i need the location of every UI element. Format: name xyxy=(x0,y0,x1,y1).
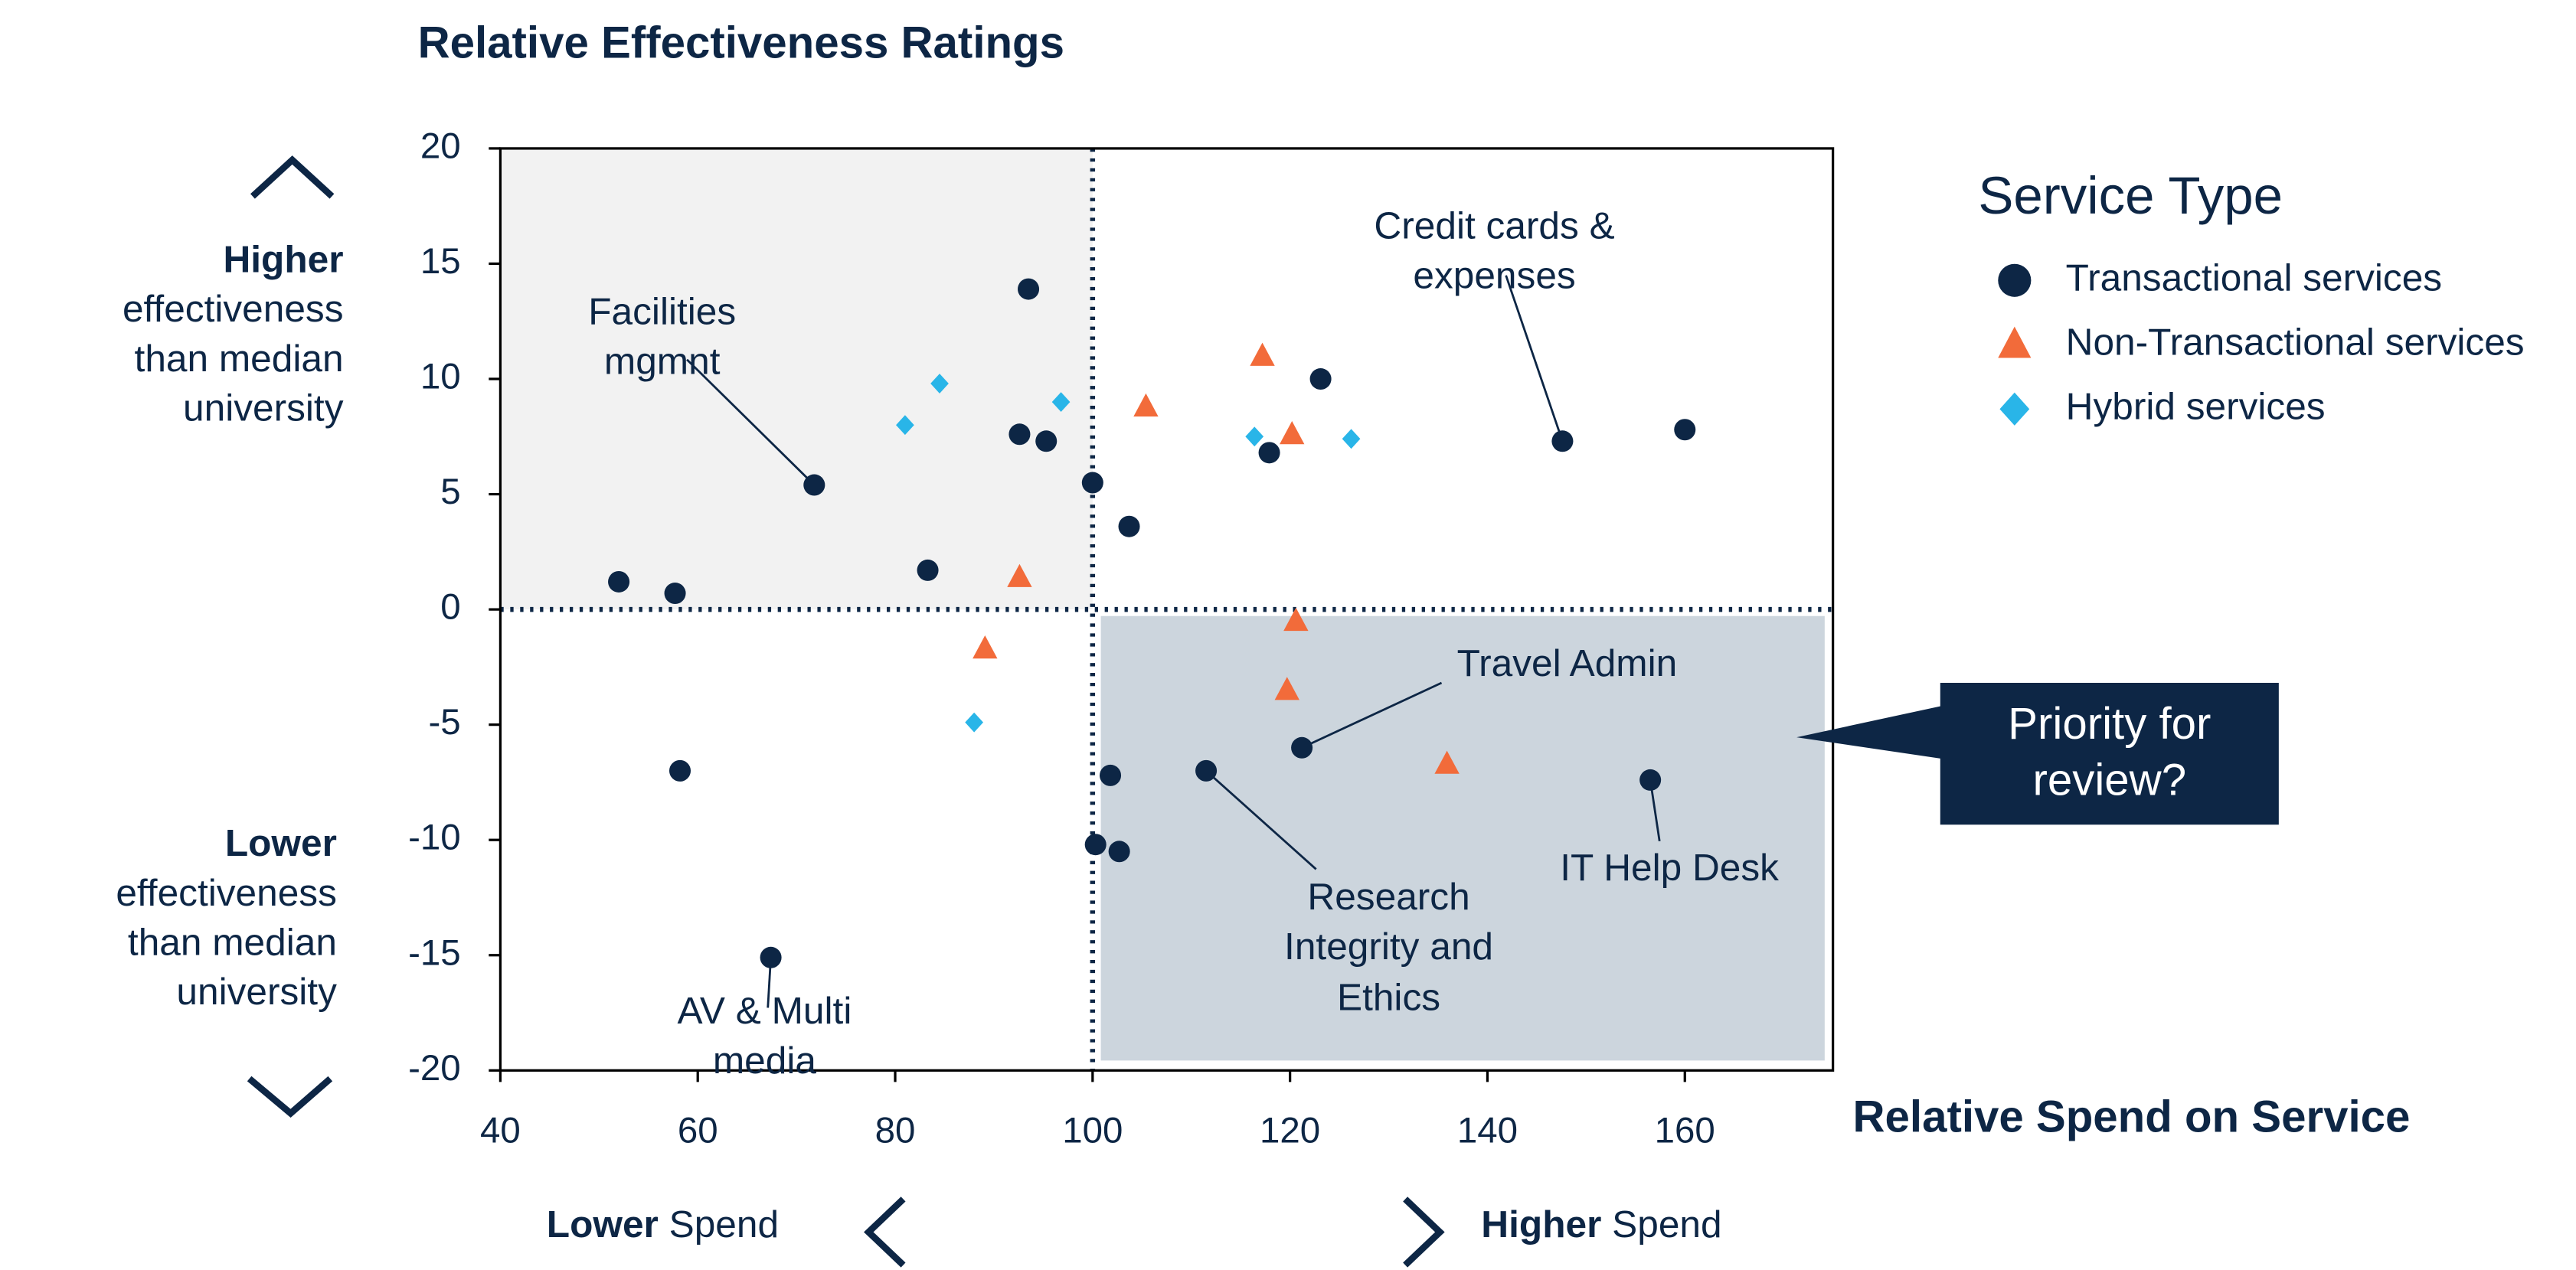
x-tick-label: 60 xyxy=(678,1111,718,1151)
left-chevron xyxy=(864,1197,906,1268)
point xyxy=(1551,430,1574,452)
x-tick-label: 160 xyxy=(1655,1111,1715,1151)
point xyxy=(917,559,939,581)
y-tick-label: 15 xyxy=(420,241,461,282)
y-tick-label: 0 xyxy=(440,587,460,628)
x-high-text: Spend xyxy=(1612,1202,1722,1246)
point xyxy=(1118,515,1140,537)
point xyxy=(1434,750,1460,774)
point xyxy=(973,635,998,659)
x-high-bold: Higher xyxy=(1481,1202,1602,1246)
annotation: Travel Admin xyxy=(1456,641,1678,684)
y-low-bold: Lower xyxy=(224,821,337,864)
legend-marker xyxy=(1998,326,2032,358)
point xyxy=(1108,841,1130,863)
chart-title: Relative Effectiveness Ratings xyxy=(418,18,1064,68)
point xyxy=(1674,419,1696,441)
point xyxy=(1280,421,1305,445)
y-tick-label: -5 xyxy=(428,702,460,743)
y-tick-label: 10 xyxy=(420,357,461,397)
point xyxy=(1309,368,1332,390)
point xyxy=(1258,442,1280,464)
y-tick-label: 5 xyxy=(440,472,460,512)
y-high-bold: Higher xyxy=(223,237,344,281)
point xyxy=(1100,764,1122,786)
x-high-label: Higher Spend xyxy=(1481,1201,1721,1250)
point xyxy=(1639,769,1662,791)
annotation: Credit cards & expenses xyxy=(1374,204,1615,297)
point xyxy=(1291,736,1313,759)
x-tick-label: 80 xyxy=(875,1111,916,1151)
point xyxy=(1008,423,1031,446)
leader-line xyxy=(1505,275,1564,442)
callout-text: Priority for review? xyxy=(2008,700,2212,805)
point xyxy=(1250,342,1275,366)
legend-label: Hybrid services xyxy=(2066,384,2326,427)
quadrant-upper-left xyxy=(500,148,1093,610)
x-tick-label: 120 xyxy=(1260,1111,1320,1151)
point xyxy=(803,474,825,496)
point xyxy=(1084,834,1107,856)
y-high-label: Higher effectiveness than median univers… xyxy=(66,236,344,433)
y-tick-label: -20 xyxy=(408,1048,461,1089)
quadrant-lower-right xyxy=(1100,615,1825,1061)
point xyxy=(1245,426,1264,447)
x-low-bold: Lower xyxy=(546,1202,659,1246)
point xyxy=(1274,677,1299,700)
legend-marker xyxy=(1999,392,2030,426)
legend-label: Transactional services xyxy=(2066,256,2442,299)
y-high-text: effectiveness than median university xyxy=(122,286,344,429)
right-chevron xyxy=(1403,1197,1445,1268)
legend-title: Service Type xyxy=(1978,166,2283,225)
x-tick-label: 100 xyxy=(1062,1111,1123,1151)
point xyxy=(1195,759,1218,782)
point xyxy=(608,570,630,593)
leader-line xyxy=(686,358,816,486)
y-tick-label: -10 xyxy=(408,818,461,858)
legend-label: Non-Transactional services xyxy=(2066,320,2525,363)
legend-marker xyxy=(1998,263,2032,297)
down-chevron xyxy=(247,1076,333,1118)
point xyxy=(1007,563,1032,587)
y-low-text: effectiveness than median university xyxy=(116,870,337,1013)
annotation: AV & Multi media xyxy=(677,988,852,1082)
point xyxy=(965,712,983,733)
annotation: Research Integrity and Ethics xyxy=(1284,874,1494,1018)
x-low-text: Spend xyxy=(669,1202,780,1246)
y-tick-label: 20 xyxy=(420,126,461,166)
y-tick-label: -15 xyxy=(408,932,461,973)
point xyxy=(1018,278,1040,300)
point xyxy=(1283,607,1309,632)
point xyxy=(1035,430,1058,452)
point xyxy=(669,759,691,782)
x-tick-label: 140 xyxy=(1457,1111,1518,1151)
leader-line xyxy=(1205,769,1317,870)
point xyxy=(760,946,782,968)
point xyxy=(664,583,686,605)
annotation: Facilities mgmnt xyxy=(588,289,737,383)
point xyxy=(1342,429,1361,449)
point xyxy=(1081,472,1103,494)
callout-box xyxy=(1940,682,2279,825)
x-low-label: Lower Spend xyxy=(547,1201,779,1250)
x-axis-label: Relative Spend on Service xyxy=(1852,1092,2410,1141)
up-chevron xyxy=(250,155,335,199)
leader-line xyxy=(1301,681,1443,749)
callout-pointer xyxy=(1796,706,1942,759)
annotation: IT Help Desk xyxy=(1560,845,1779,889)
x-tick-label: 40 xyxy=(480,1111,521,1151)
point xyxy=(1133,393,1159,417)
y-low-label: Lower effectiveness than median universi… xyxy=(66,820,337,1017)
